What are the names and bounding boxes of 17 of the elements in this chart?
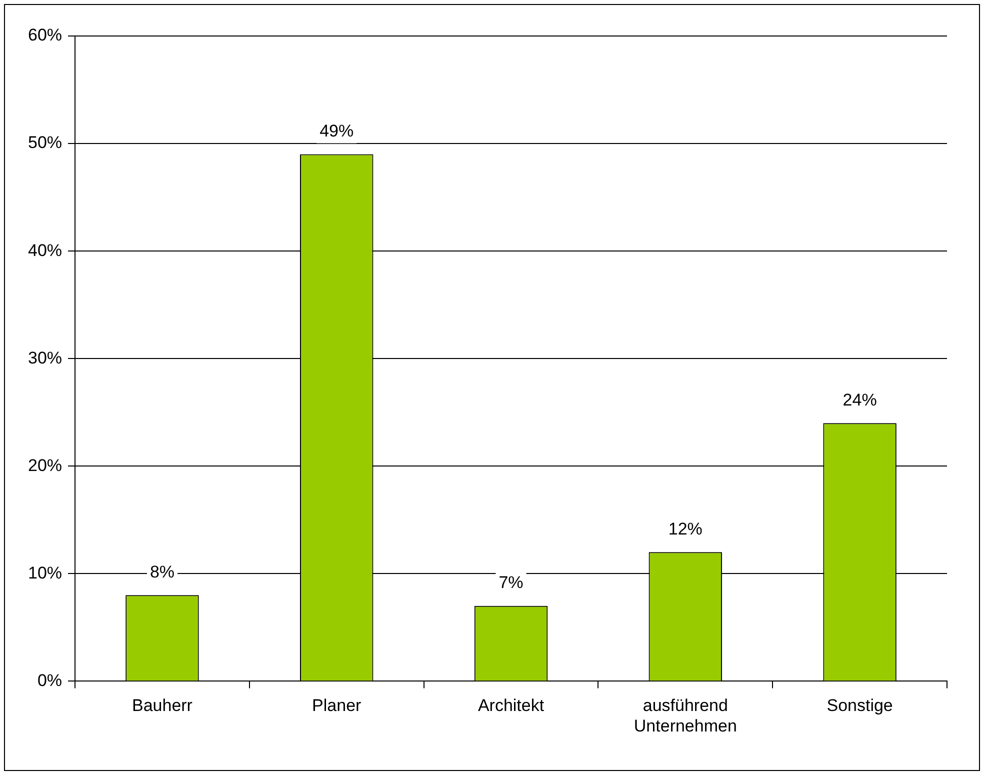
data-label: 24% — [842, 390, 877, 410]
y-tick-label: 40% — [28, 240, 62, 260]
x-tick-label: Architekt — [478, 696, 544, 716]
data-label: 7% — [498, 573, 524, 592]
data-label: 12% — [668, 519, 702, 538]
x-tick-label: Bauherr — [132, 696, 193, 716]
x-tick-label: Sonstige — [826, 696, 893, 716]
x-tick-label: ausführend Unternehmen — [634, 696, 737, 736]
x-tick-label: Planer — [312, 696, 362, 716]
y-tick-label: 0% — [37, 670, 62, 690]
y-tick-label: 60% — [28, 26, 62, 45]
data-label: 8% — [150, 562, 175, 582]
data-label: 49% — [320, 121, 354, 140]
y-tick-label: 30% — [28, 348, 62, 368]
y-tick-label: 50% — [28, 133, 62, 152]
y-tick-label: 20% — [28, 456, 62, 475]
y-tick-label: 10% — [28, 563, 62, 582]
